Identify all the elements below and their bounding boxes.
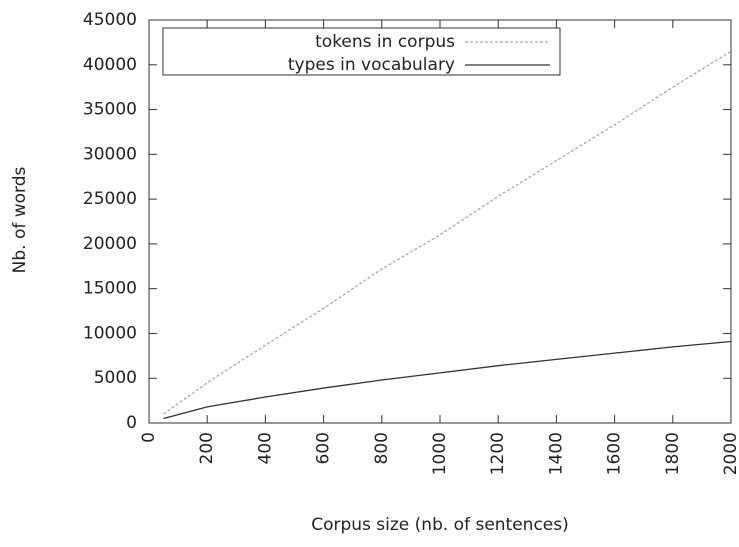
data-line <box>163 340 732 420</box>
x-tick-label: 200 <box>197 432 217 464</box>
x-tick-label: 600 <box>314 432 334 464</box>
y-tick-label: 10000 <box>83 323 137 343</box>
y-tick-label: 0 <box>126 413 137 433</box>
plot-frame <box>148 19 732 424</box>
y-tick-label: 25000 <box>83 189 137 209</box>
x-tick-label: 1600 <box>605 432 625 475</box>
x-tick-label: 1200 <box>488 432 508 475</box>
x-tick-label: 2000 <box>721 432 739 475</box>
x-axis-title: Corpus size (nb. of sentences) <box>311 515 569 535</box>
data-line <box>163 50 732 415</box>
y-tick-label: 45000 <box>83 10 137 30</box>
y-axis-title: Nb. of words <box>10 166 30 273</box>
legend-label: tokens in corpus <box>315 32 455 52</box>
y-tick-label: 5000 <box>94 368 137 388</box>
legend-label: types in vocabulary <box>288 55 455 75</box>
y-tick-label: 30000 <box>83 144 137 164</box>
x-tick-label: 1000 <box>430 432 450 475</box>
x-tick-label: 400 <box>255 432 275 464</box>
y-tick-label: 35000 <box>83 100 137 120</box>
x-tick-label: 1400 <box>546 432 566 475</box>
y-tick-label: 40000 <box>83 55 137 75</box>
x-tick-label: 800 <box>372 432 392 464</box>
x-tick-label: 0 <box>139 432 159 443</box>
y-tick-label: 15000 <box>83 279 137 299</box>
x-tick-label: 1800 <box>663 432 683 475</box>
y-tick-label: 20000 <box>83 234 137 254</box>
legend-box <box>162 27 561 76</box>
